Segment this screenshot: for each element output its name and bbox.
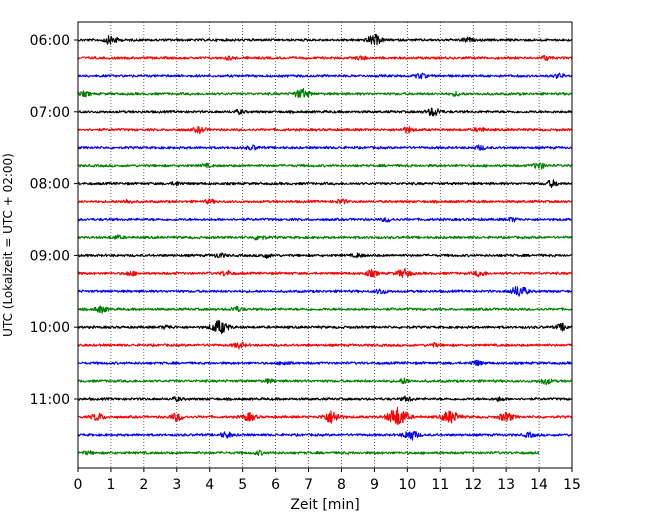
trace-1030 (77, 359, 573, 367)
trace-0615 (77, 55, 573, 62)
trace-1015 (77, 341, 573, 350)
trace-0730 (77, 144, 573, 152)
x-tick-label-12: 12 (464, 477, 482, 493)
trace-1100 (77, 395, 573, 403)
trace-0800 (77, 179, 573, 189)
trace-0600 (77, 33, 573, 46)
x-axis-label: Zeit [min] (290, 497, 359, 513)
plot-frame (77, 21, 573, 469)
x-tick-label-3: 3 (172, 477, 181, 493)
y-axis-ticks: 06:00 07:00 08:00 09:00 10:00 11:00 (30, 33, 78, 408)
trace-0700 (77, 107, 573, 117)
trace-0945 (77, 305, 573, 314)
x-tick-label-5: 5 (238, 477, 247, 493)
x-tick-label-4: 4 (205, 477, 214, 493)
trace-1045 (77, 377, 573, 386)
x-tick-label-2: 2 (139, 477, 148, 493)
trace-1000 (77, 319, 573, 334)
trace-0645 (77, 87, 573, 99)
trace-0915 (77, 267, 573, 278)
trace-0815 (77, 198, 573, 205)
trace-0715 (77, 125, 573, 135)
x-tick-label-7: 7 (304, 477, 313, 493)
trace-0900 (77, 252, 573, 259)
trace-0930 (77, 286, 573, 297)
x-tick-label-13: 13 (497, 477, 515, 493)
x-tick-label-6: 6 (271, 477, 280, 493)
plot-background (78, 22, 572, 468)
y-tick-label-3: 09:00 (30, 248, 70, 264)
x-tick-label-11: 11 (431, 477, 449, 493)
y-tick-label-2: 08:00 (30, 177, 70, 193)
y-axis-label: UTC (Lokalzeit = UTC + 02:00) (1, 153, 15, 337)
trace-0845 (77, 234, 573, 241)
x-tick-label-8: 8 (337, 477, 346, 493)
y-tick-label-5: 11:00 (30, 392, 70, 408)
x-tick-label-1: 1 (106, 477, 115, 493)
vertical-gridlines (110, 22, 540, 468)
trace-0830 (77, 216, 573, 223)
trace-1145 (77, 449, 540, 456)
x-tick-label-15: 15 (563, 477, 581, 493)
x-tick-label-0: 0 (74, 477, 83, 493)
x-tick-label-9: 9 (370, 477, 379, 493)
x-tick-label-14: 14 (530, 477, 548, 493)
trace-1130 (77, 430, 573, 441)
trace-0630 (77, 72, 573, 80)
y-tick-label-4: 10:00 (30, 320, 70, 336)
y-tick-label-1: 07:00 (30, 105, 70, 121)
trace-1115 (77, 406, 573, 426)
seismic-traces (77, 33, 573, 456)
x-axis-ticks: 0 1 2 3 4 5 6 7 8 9 10 11 12 13 14 15 (74, 468, 581, 493)
x-tick-label-10: 10 (398, 477, 416, 493)
trace-0745 (77, 162, 573, 170)
y-tick-label-0: 06:00 (30, 33, 70, 49)
